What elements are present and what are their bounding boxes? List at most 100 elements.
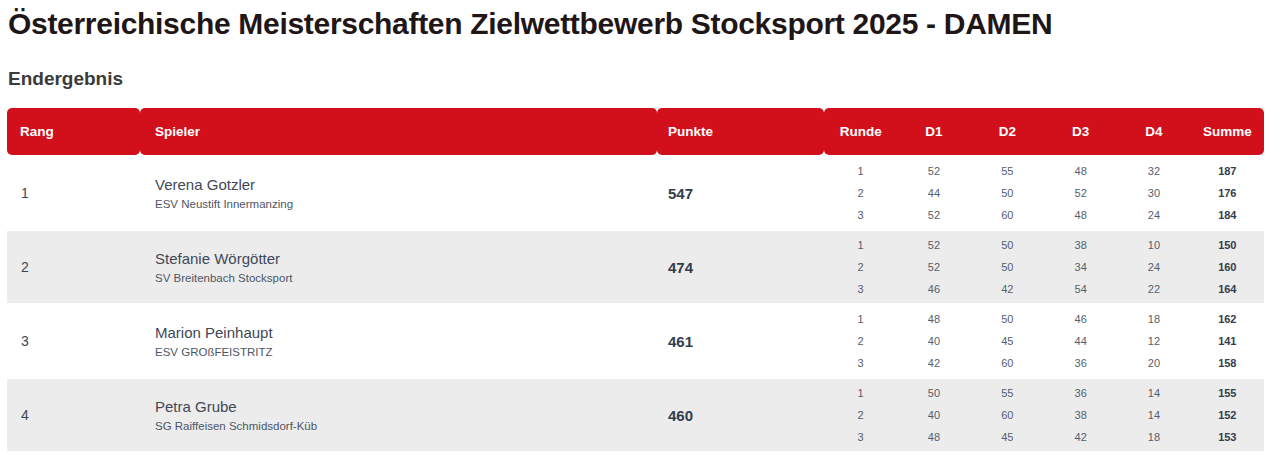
round-d2-value: 50 [971,239,1044,251]
round-d4-value: 30 [1117,187,1190,199]
points-value: 547 [657,157,824,229]
round-row: 1 48 50 46 18 162 [824,308,1264,330]
round-number: 1 [824,387,897,399]
round-row: 3 52 60 48 24 184 [824,204,1264,226]
round-number: 2 [824,187,897,199]
round-number: 3 [824,209,897,221]
player-cell: Marion Peinhaupt ESV GROßFEISTRITZ [140,305,657,377]
round-d4-value: 22 [1117,283,1190,295]
points-value: 474 [657,231,824,303]
round-row: 2 44 50 52 30 176 [824,182,1264,204]
rank-value: 3 [7,305,140,377]
round-d1-value: 40 [897,409,970,421]
round-number: 1 [824,313,897,325]
points-value: 461 [657,305,824,377]
round-d3-value: 44 [1044,335,1117,347]
round-sum-value: 153 [1191,431,1264,443]
round-row: 3 48 45 42 18 153 [824,426,1264,448]
round-sum-value: 162 [1191,313,1264,325]
player-cell: Petra Grube SG Raiffeisen Schmidsdorf-Kü… [140,379,657,451]
round-d3-value: 36 [1044,357,1117,369]
table-body: 1 Verena Gotzler ESV Neustift Innermanzi… [7,157,1264,451]
header-d3: D3 [1044,124,1117,139]
player-name: Marion Peinhaupt [155,324,657,342]
round-d4-value: 10 [1117,239,1190,251]
player-club: SG Raiffeisen Schmidsdorf-Küb [155,420,657,433]
round-number: 2 [824,409,897,421]
round-d4-value: 32 [1117,165,1190,177]
round-d1-value: 52 [897,209,970,221]
round-sum-value: 141 [1191,335,1264,347]
round-sum-value: 150 [1191,239,1264,251]
header-details-group: Runde D1 D2 D3 D4 Summe [824,108,1264,155]
round-d4-value: 24 [1117,261,1190,273]
round-sum-value: 187 [1191,165,1264,177]
round-row: 2 40 60 38 14 152 [824,404,1264,426]
round-d2-value: 45 [971,431,1044,443]
player-club: ESV Neustift Innermanzing [155,198,657,211]
player-cell: Stefanie Wörgötter SV Breitenbach Stocks… [140,231,657,303]
round-sum-value: 184 [1191,209,1264,221]
round-number: 3 [824,357,897,369]
round-d4-value: 24 [1117,209,1190,221]
round-row: 1 50 55 36 14 155 [824,382,1264,404]
round-row: 3 46 42 54 22 164 [824,278,1264,300]
round-d2-value: 60 [971,357,1044,369]
round-row: 2 40 45 44 12 141 [824,330,1264,352]
round-d4-value: 20 [1117,357,1190,369]
round-d1-value: 52 [897,261,970,273]
round-d2-value: 60 [971,409,1044,421]
points-value: 460 [657,379,824,451]
round-d1-value: 50 [897,387,970,399]
header-rank: Rang [7,108,140,155]
round-number: 1 [824,165,897,177]
player-club: ESV GROßFEISTRITZ [155,346,657,359]
round-row: 2 52 50 34 24 160 [824,256,1264,278]
round-number: 2 [824,335,897,347]
player-club: SV Breitenbach Stocksport [155,272,657,285]
round-d1-value: 44 [897,187,970,199]
round-d1-value: 46 [897,283,970,295]
round-d4-value: 18 [1117,431,1190,443]
rank-value: 1 [7,157,140,229]
table-header-row: Rang Spieler Punkte Runde D1 D2 D3 D4 Su… [7,108,1264,155]
round-d3-value: 48 [1044,209,1117,221]
header-points: Punkte [657,108,824,155]
table-row: 2 Stefanie Wörgötter SV Breitenbach Stoc… [7,231,1264,303]
round-d3-value: 38 [1044,409,1117,421]
round-number: 2 [824,261,897,273]
round-d3-value: 38 [1044,239,1117,251]
round-sum-value: 164 [1191,283,1264,295]
round-d1-value: 48 [897,431,970,443]
round-d4-value: 14 [1117,387,1190,399]
player-name: Verena Gotzler [155,176,657,194]
round-sum-value: 155 [1191,387,1264,399]
round-d3-value: 48 [1044,165,1117,177]
round-d3-value: 36 [1044,387,1117,399]
round-row: 1 52 50 38 10 150 [824,234,1264,256]
round-sum-value: 152 [1191,409,1264,421]
round-d2-value: 55 [971,387,1044,399]
round-row: 1 52 55 48 32 187 [824,160,1264,182]
section-title: Endergebnis [0,43,1280,90]
player-name: Petra Grube [155,398,657,416]
round-d1-value: 52 [897,165,970,177]
round-d1-value: 52 [897,239,970,251]
round-d2-value: 50 [971,187,1044,199]
round-d1-value: 42 [897,357,970,369]
table-row: 3 Marion Peinhaupt ESV GROßFEISTRITZ 461… [7,305,1264,377]
round-d1-value: 48 [897,313,970,325]
header-sum: Summe [1191,124,1264,139]
player-cell: Verena Gotzler ESV Neustift Innermanzing [140,157,657,229]
results-table: Rang Spieler Punkte Runde D1 D2 D3 D4 Su… [7,108,1264,451]
table-row: 4 Petra Grube SG Raiffeisen Schmidsdorf-… [7,379,1264,451]
round-d2-value: 50 [971,313,1044,325]
round-d3-value: 46 [1044,313,1117,325]
round-d3-value: 52 [1044,187,1117,199]
round-d3-value: 54 [1044,283,1117,295]
round-sum-value: 160 [1191,261,1264,273]
player-name: Stefanie Wörgötter [155,250,657,268]
rank-value: 4 [7,379,140,451]
round-sum-value: 158 [1191,357,1264,369]
rounds-cell: 1 50 55 36 14 155 2 40 60 38 14 152 3 48… [824,379,1264,451]
